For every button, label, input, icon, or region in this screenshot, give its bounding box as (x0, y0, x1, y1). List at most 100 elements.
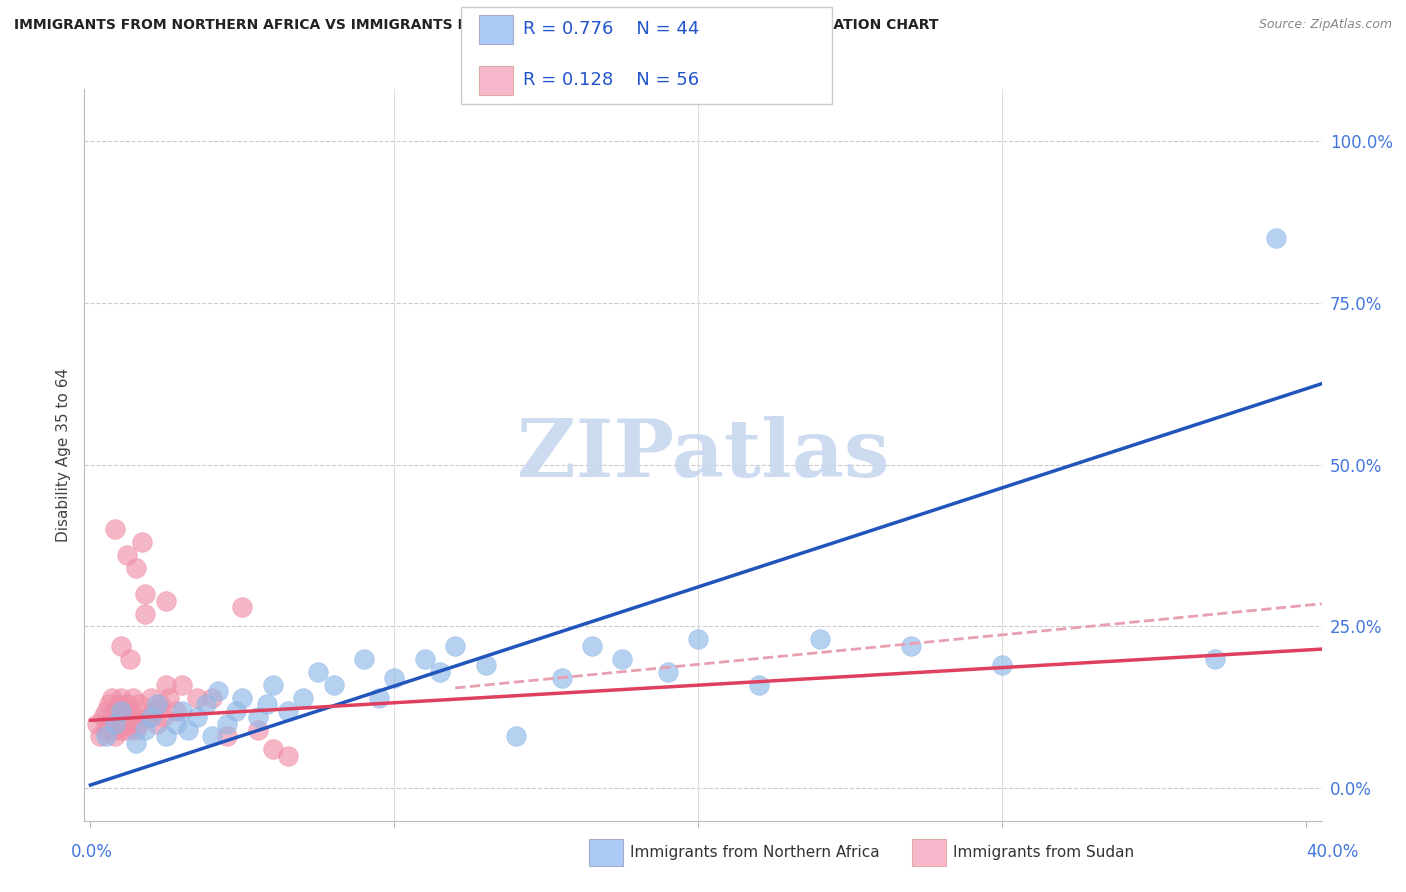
Point (444, 639, 467, 653)
Point (748, 678, 770, 692)
Point (207, 684, 229, 698)
Text: Immigrants from Northern Africa: Immigrants from Northern Africa (630, 846, 880, 860)
Point (110, 710, 132, 724)
Point (97, 716, 120, 731)
Point (112, 704, 135, 718)
Point (107, 697, 129, 711)
Text: R = 0.776    N = 44: R = 0.776 N = 44 (523, 20, 699, 37)
Point (165, 716, 187, 731)
Text: 0.0%: 0.0% (70, 843, 112, 861)
Point (134, 607, 156, 621)
Point (201, 730, 224, 744)
Point (1265, 231, 1288, 245)
Point (104, 716, 127, 731)
Point (201, 690, 224, 705)
Point (104, 704, 127, 718)
Point (122, 710, 145, 724)
Point (657, 665, 679, 679)
Text: 40.0%: 40.0% (1306, 843, 1360, 861)
Point (1204, 652, 1226, 666)
Point (104, 723, 127, 737)
Point (94, 704, 117, 718)
Point (384, 671, 406, 685)
Point (217, 716, 239, 731)
Text: R = 0.128    N = 56: R = 0.128 N = 56 (523, 71, 699, 89)
Point (91, 710, 114, 724)
Text: Source: ZipAtlas.com: Source: ZipAtlas.com (1258, 18, 1392, 31)
Point (170, 678, 193, 692)
Point (194, 697, 217, 711)
Point (612, 652, 634, 666)
Point (307, 665, 329, 679)
Point (146, 697, 169, 711)
Point (246, 723, 269, 737)
Point (100, 710, 122, 724)
Point (110, 723, 132, 737)
Point (125, 561, 148, 575)
Y-axis label: Disability Age 35 to 64: Disability Age 35 to 64 (56, 368, 72, 542)
Point (97, 697, 120, 711)
Text: IMMIGRANTS FROM NORTHERN AFRICA VS IMMIGRANTS FROM SUDAN DISABILITY AGE 35 TO 64: IMMIGRANTS FROM NORTHERN AFRICA VS IMMIG… (14, 18, 939, 32)
Point (292, 690, 315, 705)
Point (231, 600, 253, 615)
Point (262, 678, 284, 692)
Point (231, 690, 253, 705)
Point (165, 704, 187, 718)
Point (900, 639, 922, 653)
Point (581, 639, 603, 653)
Point (110, 639, 132, 653)
Point (118, 704, 141, 718)
Point (115, 723, 138, 737)
Text: Immigrants from Sudan: Immigrants from Sudan (953, 846, 1135, 860)
Point (107, 716, 129, 731)
Point (141, 710, 163, 724)
Point (246, 710, 269, 724)
Point (125, 723, 148, 737)
Point (149, 697, 172, 711)
Point (152, 710, 174, 724)
Point (94, 730, 117, 744)
Point (277, 704, 299, 718)
Point (125, 704, 148, 718)
Point (186, 710, 208, 724)
Point (115, 710, 138, 724)
Point (100, 690, 122, 705)
Point (368, 690, 391, 705)
Point (112, 716, 135, 731)
Point (125, 736, 148, 750)
Point (146, 716, 169, 731)
Point (94, 723, 117, 737)
Point (128, 716, 150, 731)
Point (104, 730, 127, 744)
Point (688, 632, 710, 647)
Point (122, 690, 145, 705)
Point (115, 548, 138, 562)
Point (550, 671, 572, 685)
Point (262, 742, 284, 756)
Point (104, 522, 127, 536)
Point (808, 632, 831, 647)
Point (118, 652, 141, 666)
Point (322, 678, 344, 692)
Point (217, 730, 239, 744)
Point (89, 730, 111, 744)
Point (128, 697, 150, 711)
Point (474, 658, 496, 673)
Point (170, 704, 193, 718)
Point (413, 652, 436, 666)
Point (429, 665, 451, 679)
Point (159, 690, 181, 705)
Point (115, 697, 138, 711)
Point (186, 690, 208, 705)
Point (143, 704, 166, 718)
Point (110, 690, 132, 705)
Point (155, 730, 177, 744)
Point (155, 678, 177, 692)
Point (155, 593, 177, 607)
Text: ZIPatlas: ZIPatlas (517, 416, 889, 494)
Point (353, 652, 375, 666)
Point (118, 716, 141, 731)
Point (110, 704, 132, 718)
Point (277, 748, 299, 763)
Point (141, 690, 163, 705)
